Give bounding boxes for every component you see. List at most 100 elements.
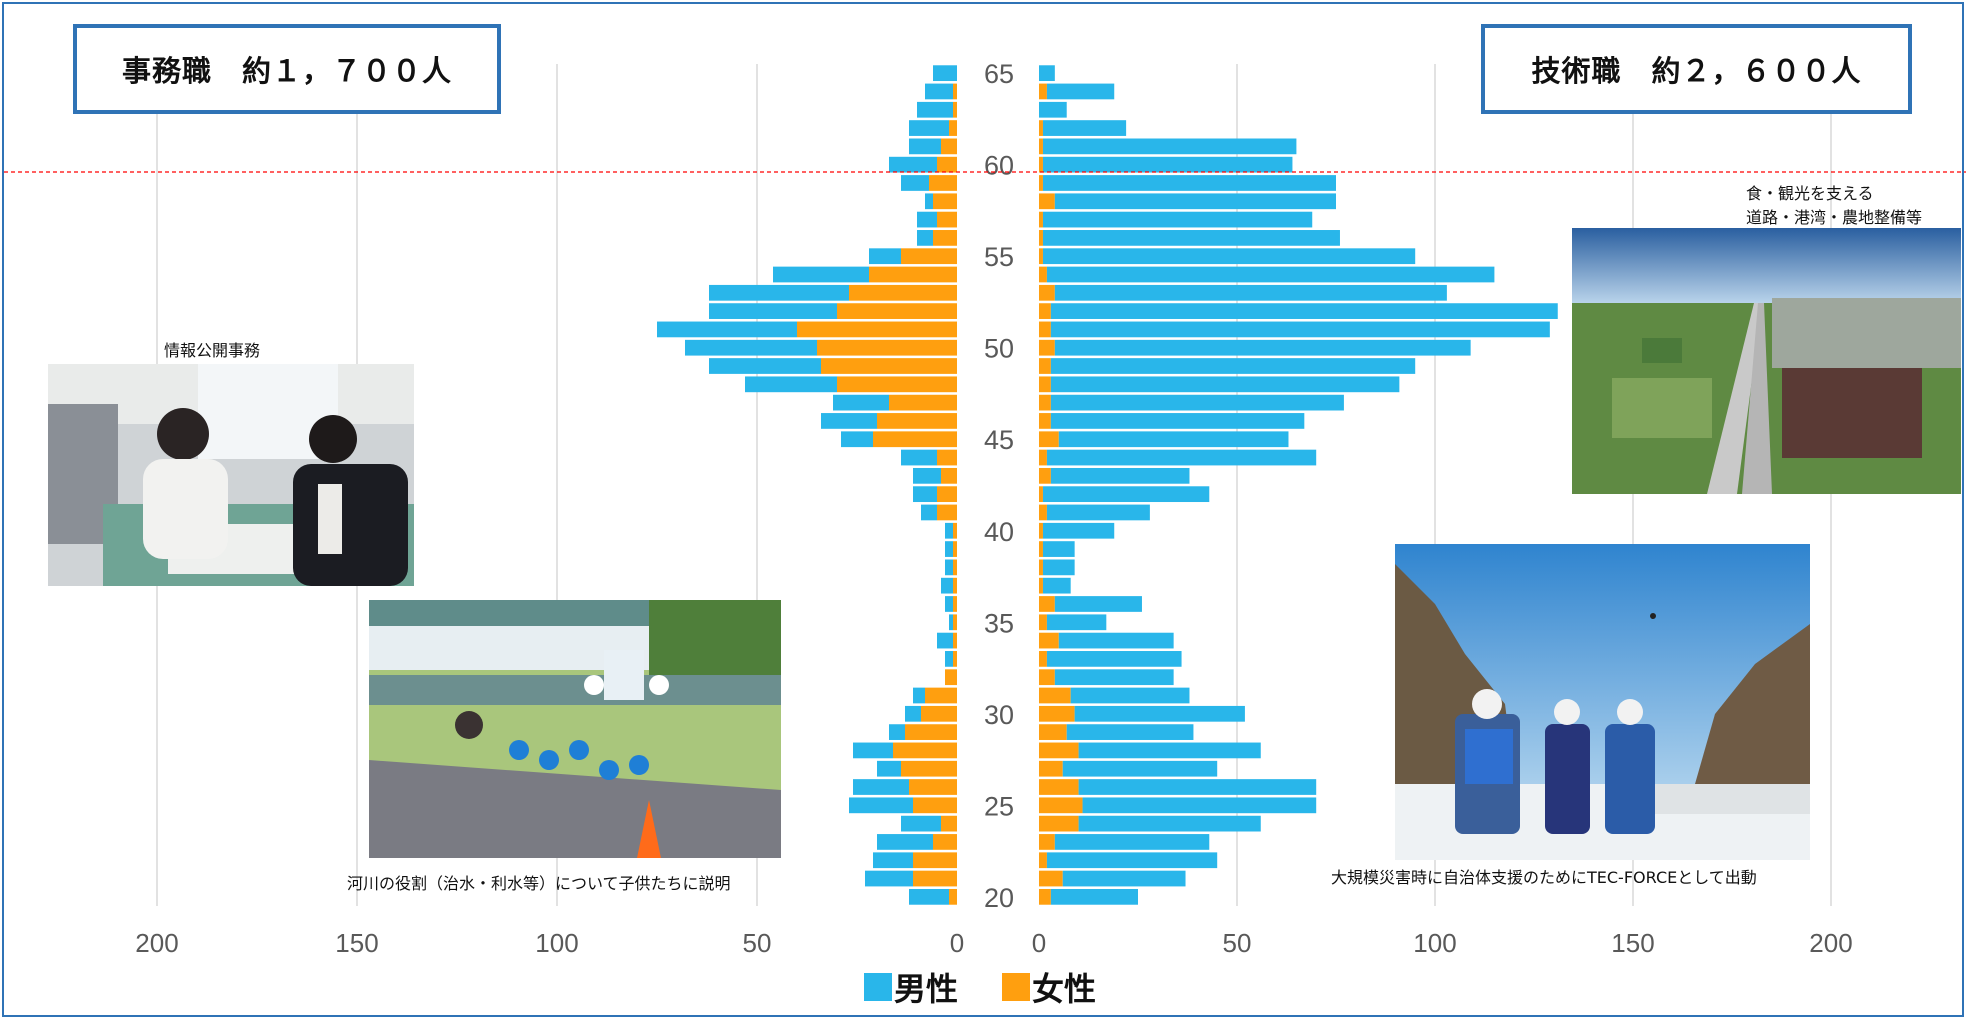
technical-female-bar <box>1039 522 1043 539</box>
clerical-female-bar <box>913 852 957 869</box>
technical-female-bar <box>1039 467 1051 484</box>
clerical-female-bar <box>821 358 957 374</box>
clerical-female-bar <box>893 742 957 759</box>
age-tick-label: 65 <box>984 59 1014 89</box>
clerical-male-bar <box>745 376 837 393</box>
technical-female-bar <box>1039 779 1079 795</box>
clerical-male-bar <box>901 449 937 466</box>
technical-female-bar <box>1039 449 1047 466</box>
clerical-female-bar <box>849 284 957 301</box>
technical-male-bar <box>1078 742 1261 759</box>
clerical-male-bar <box>941 577 953 594</box>
age-tick-label: 35 <box>984 608 1014 638</box>
clerical-male-bar <box>889 156 937 173</box>
technical-female-bar <box>1039 797 1083 814</box>
technical-female-bar <box>1039 394 1051 411</box>
technical-male-bar <box>1054 669 1174 686</box>
technical-female-bar <box>1039 724 1067 740</box>
clerical-female-bar <box>953 522 957 539</box>
clerical-male-bar <box>657 321 797 338</box>
office-photo-caption: 情報公開事務 <box>164 341 261 360</box>
age-tick-label: 25 <box>984 791 1014 821</box>
clerical-male-bar <box>909 888 949 905</box>
age-tick-label: 30 <box>984 700 1014 730</box>
clerical-male-bar <box>877 834 933 850</box>
technical-male-bar <box>1050 376 1400 393</box>
clerical-female-bar <box>925 687 957 704</box>
clerical-male-bar <box>909 138 941 155</box>
clerical-female-bar <box>933 230 957 246</box>
technical-female-bar <box>1039 760 1063 777</box>
clerical-x-tick-label: 200 <box>135 928 178 958</box>
technical-male-bar <box>1046 449 1317 466</box>
technical-female-bar <box>1039 358 1051 374</box>
technical-female-bar <box>1039 266 1047 283</box>
clerical-female-bar <box>949 120 957 136</box>
clerical-female-bar <box>817 339 957 356</box>
clerical-female-bar <box>909 779 957 795</box>
clerical-male-bar <box>709 358 821 374</box>
legend-female: 女性 <box>1002 964 1096 1010</box>
technical-female-bar <box>1039 486 1043 503</box>
aerial-photo <box>1572 228 1961 494</box>
age-tick-label: 40 <box>984 517 1014 547</box>
technical-male-bar <box>1058 632 1174 649</box>
technical-male-bar <box>1066 724 1194 740</box>
technical-male-bar <box>1042 248 1416 265</box>
clerical-female-bar <box>913 870 957 887</box>
clerical-male-bar <box>709 284 849 301</box>
technical-female-bar <box>1039 120 1043 136</box>
clerical-male-bar <box>917 230 933 246</box>
office-photo <box>48 364 414 586</box>
technical-male-bar <box>1058 431 1289 448</box>
technical-female-bar <box>1039 248 1043 265</box>
clerical-female-bar <box>937 486 957 503</box>
technical-female-bar <box>1039 321 1051 338</box>
clerical-female-bar <box>877 413 957 429</box>
technical-male-bar <box>1042 138 1297 155</box>
female-swatch <box>1002 973 1031 1001</box>
clerical-female-bar <box>913 797 957 814</box>
technical-female-bar <box>1039 596 1055 612</box>
clerical-male-bar <box>821 413 877 429</box>
clerical-male-bar <box>945 559 953 576</box>
technical-male-bar <box>1078 779 1317 795</box>
technical-female-bar <box>1039 138 1043 155</box>
clerical-male-bar <box>865 870 913 887</box>
legend-male-label: 男性 <box>894 970 959 1008</box>
clerical-female-bar <box>889 394 957 411</box>
clerical-x-tick-label: 0 <box>950 928 964 958</box>
aerial-caption-line2: 道路・港湾・農地整備等 <box>1746 208 1923 227</box>
technical-female-bar <box>1039 413 1051 429</box>
clerical-male-bar <box>933 65 957 82</box>
technical-female-bar <box>1039 156 1043 173</box>
clerical-female-bar <box>937 449 957 466</box>
technical-female-bar <box>1039 651 1047 667</box>
disaster-photo-caption: 大規模災害時に自治体支援のためにTEC-FORCEとして出動 <box>1331 868 1757 887</box>
technical-male-bar <box>1050 303 1558 319</box>
clerical-x-tick-label: 50 <box>743 928 772 958</box>
technical-male-bar <box>1050 358 1416 374</box>
male-swatch <box>864 973 892 1001</box>
clerical-male-bar <box>909 120 949 136</box>
age-tick-label: 20 <box>984 883 1014 913</box>
clerical-male-bar <box>917 211 937 228</box>
technical-female-bar <box>1039 852 1047 869</box>
technical-male-bar <box>1046 651 1182 667</box>
technical-male-bar <box>1050 888 1138 905</box>
clerical-female-bar <box>937 504 957 521</box>
technical-female-bar <box>1039 83 1047 100</box>
clerical-title: 事務職 約１，７００人 <box>73 24 501 114</box>
technical-male-bar <box>1050 467 1190 484</box>
technical-male-bar <box>1050 321 1550 338</box>
clerical-female-bar <box>953 651 957 667</box>
clerical-female-bar <box>905 724 957 740</box>
technical-female-bar <box>1039 742 1079 759</box>
technical-male-bar <box>1042 211 1313 228</box>
technical-female-bar <box>1039 303 1051 319</box>
clerical-male-bar <box>773 266 869 283</box>
technical-female-bar <box>1039 705 1075 722</box>
clerical-female-bar <box>953 101 957 118</box>
technical-female-bar <box>1039 815 1079 832</box>
clerical-female-bar <box>933 193 957 210</box>
